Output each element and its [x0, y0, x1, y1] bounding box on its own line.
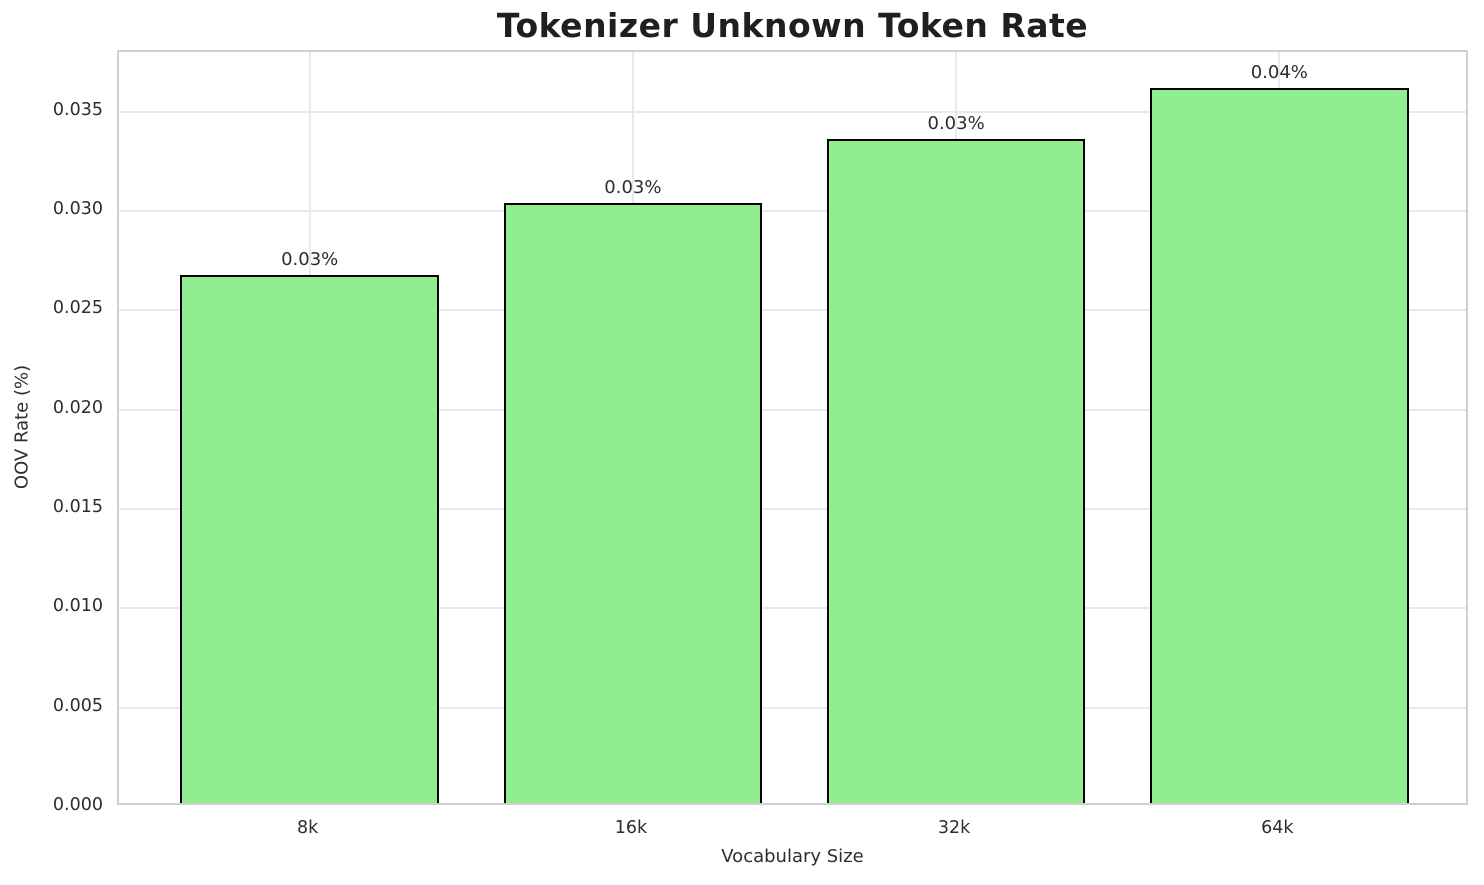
y-tick-label: 0.000 — [52, 795, 103, 815]
y-axis-label: OOV Rate (%) — [11, 364, 33, 490]
h-gridline — [119, 309, 1466, 312]
y-tick-label: 0.010 — [52, 596, 103, 617]
y-tick-label: 0.020 — [52, 397, 103, 418]
h-gridline — [119, 408, 1466, 411]
bar-value-label: 0.03% — [604, 176, 662, 198]
plot-area: 0.03% 0.03% 0.03% 0.04% — [117, 50, 1468, 805]
h-gridline — [119, 110, 1466, 113]
h-gridline — [119, 507, 1466, 510]
bar-8k — [180, 274, 439, 803]
x-tick-label: 8k — [297, 818, 319, 838]
bar-16k — [503, 202, 763, 803]
h-gridline — [119, 607, 1466, 610]
bar-value-label: 0.03% — [927, 113, 985, 135]
y-tick-label: 0.030 — [52, 198, 103, 219]
x-axis-label: Vocabulary Size — [721, 846, 864, 867]
y-tick-label: 0.025 — [52, 298, 103, 319]
y-tick-label: 0.035 — [52, 99, 103, 120]
bar-value-label: 0.03% — [281, 248, 339, 270]
h-gridline — [119, 209, 1466, 212]
x-tick-label: 64k — [1261, 818, 1294, 838]
y-tick-label: 0.005 — [52, 695, 103, 716]
bar-32k — [826, 139, 1086, 803]
chart-title: Tokenizer Unknown Token Rate — [496, 6, 1089, 45]
x-tick-label: 16k — [614, 818, 648, 838]
h-gridline — [119, 706, 1466, 709]
y-tick-label: 0.015 — [52, 496, 103, 517]
bar-64k — [1150, 87, 1409, 803]
x-tick-label: 32k — [937, 818, 971, 838]
bar-value-label: 0.04% — [1250, 61, 1308, 83]
